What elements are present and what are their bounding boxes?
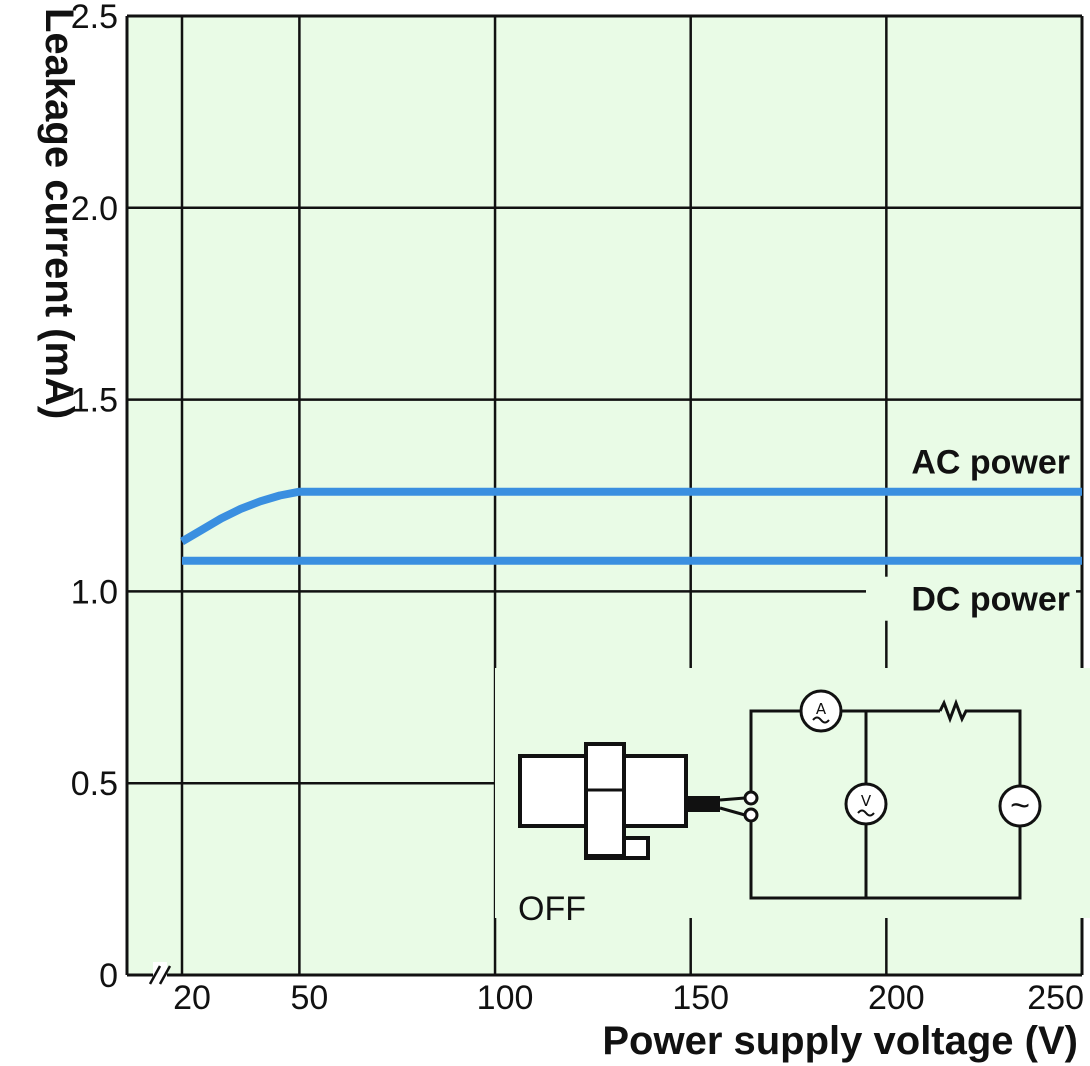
axis-break-stroke-left: [148, 965, 162, 985]
tick-labels: 0 0.5 1.0 1.5 2.0 2.5 20 50 100 150 200 250: [71, 0, 1084, 1017]
inset-off-label: OFF: [518, 890, 586, 928]
relay-plunger: [584, 742, 626, 858]
x-tick-label: 150: [672, 979, 729, 1017]
series-label-bg-1: [866, 576, 1076, 621]
series-label-dc-power: DC power: [911, 581, 1070, 619]
ammeter-circle: [799, 689, 843, 733]
terminal-lead-top: [719, 796, 746, 802]
series-line-ac-power: [179, 487, 1082, 545]
x-tick-label: 20: [173, 979, 211, 1017]
axis-break-gap: [153, 962, 167, 988]
voltmeter-glyph: V: [861, 792, 872, 810]
ac-source-circle: [998, 784, 1042, 828]
relay-terminal: [686, 796, 720, 812]
y-tick-label: 1.5: [71, 382, 118, 420]
ammeter-wave: [812, 716, 830, 724]
y-tick-label: 2.5: [71, 0, 118, 36]
x-tick-label: 100: [477, 979, 534, 1017]
series-layer: AC power DC power: [179, 444, 1082, 621]
terminal-lead-bottom: [719, 806, 746, 817]
terminal-bottom: [743, 807, 759, 823]
ammeter-glyph: A: [816, 700, 827, 718]
y-tick-label: 1.0: [71, 573, 118, 611]
test-circuit-inset: A V ~ OFF: [495, 668, 1090, 928]
axis-break-stroke-right: [158, 965, 172, 985]
x-axis-title: Power supply voltage (V): [602, 1019, 1078, 1063]
y-tick-label: 2.0: [71, 190, 118, 228]
series-label-ac-power: AC power: [911, 444, 1070, 482]
x-tick-label: 50: [290, 979, 328, 1017]
relay-foot: [584, 836, 650, 860]
y-tick-label: 0.5: [71, 765, 118, 803]
y-axis-title: Leakage current (mA): [37, 8, 81, 419]
voltmeter-wave: [857, 809, 875, 817]
x-tick-label: 200: [868, 979, 925, 1017]
y-tick-label: 0: [99, 957, 118, 995]
resistor-symbol: [938, 698, 970, 724]
axis-break-mark: [148, 962, 172, 988]
ac-source-glyph: ~: [1010, 787, 1030, 825]
terminal-top: [743, 790, 759, 806]
circuit-wires: [749, 709, 1022, 900]
x-tick-label: 250: [1027, 979, 1084, 1017]
voltmeter-circle: [844, 782, 888, 826]
